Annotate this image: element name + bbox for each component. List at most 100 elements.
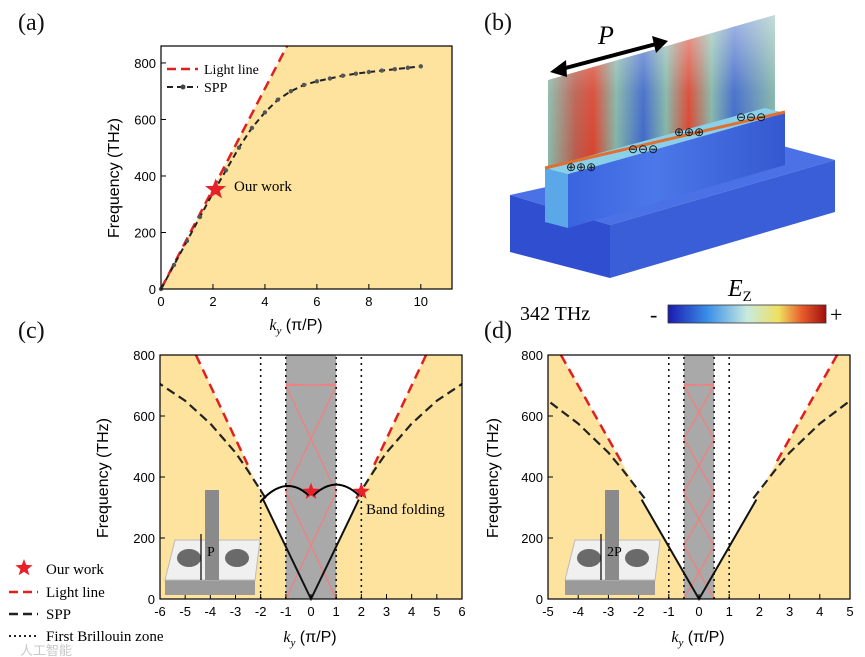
chart-d-folded-band [683,385,715,440]
chart-a-spp-point [340,73,346,78]
chart-a-light-cone [161,46,452,289]
chart-a-spp-point [184,238,190,244]
chart-c-inset-ridge [205,490,219,580]
chart-a-spp-point [301,82,307,88]
chart-d-spp-left [547,399,646,500]
chart-c-ytick-label: 400 [133,470,155,485]
panel-a-letter: (a) [18,10,45,36]
chart-a-spp-point [418,64,424,69]
chart-a-spp-point [366,69,372,75]
chart-c-xtick-label: -5 [179,604,191,619]
chart-c-xlabel: ky (π/P) [283,629,336,649]
chart-c-our-work-star [302,482,320,499]
field-sheet-fade [548,15,775,170]
chart-d-inset-pillar-right [625,549,649,567]
panel-c-letter: (c) [18,318,45,344]
chart-d-inset-pillar-left [577,549,601,567]
chart-a-spp-point [262,110,268,115]
chart-d-xtick-label: -4 [572,604,584,619]
chart-c-our-work-star [352,482,370,499]
chart-d-ylabel: Frequency (THz) [485,418,502,538]
chart-c-inset-base-front [165,580,255,595]
chart-d-xtick-label: 0 [695,604,702,619]
chart-d-inset-base-front [565,580,655,595]
period-arrowhead-right [652,36,668,53]
chart-c-xtick-label: 1 [333,604,340,619]
chart-a-xlabel: ky (π/P) [269,317,322,337]
chart-c-xtick-label: 6 [458,604,465,619]
chart-c-xtick-label: -3 [230,604,242,619]
period-arrowhead-left [550,60,567,77]
panel-b-letter: (b) [484,10,512,36]
chart-c-cone-right [311,355,462,599]
chart-a-spp-point [197,214,203,220]
chart-a-spp-point [275,97,281,102]
legend-c-star-marker [15,559,33,576]
chart-d-xtick-label: -1 [663,604,675,619]
panel-d-letter: (d) [484,318,512,344]
chart-a-spp-point [171,262,177,268]
chart-a-ytick-label: 400 [134,169,156,184]
charges-minus-2: ⊖⊖⊖ [736,110,766,124]
chart-c-ytick-label: 200 [133,531,155,546]
chart-c-ytick-label: 0 [148,592,155,607]
legend-c-bz: First Brillouin zone [46,629,164,645]
chart-a-ytick-label: 200 [134,225,156,240]
chart-c-spp-left [159,383,267,499]
colorbar-field-label: EZ [727,276,752,305]
chart-c-fold-arc-left [259,485,310,503]
ridge-front [545,168,568,228]
chart-d-ytick-label: 800 [521,348,543,363]
chart-a-ylabel: Frequency (THz) [106,118,123,238]
chart-a-ytick-label: 600 [134,112,156,127]
chart-c-ytick-label: 800 [133,348,155,363]
chart-c-ytick-label: 600 [133,409,155,424]
colorbar-minus: - [650,302,657,327]
chart-c-inset-period-label: P [207,545,215,560]
charges-plus-1: ⊕⊕⊕ [566,160,596,174]
chart-a-xtick-label: 10 [414,294,428,309]
chart-a-spp-point [288,89,294,94]
chart-d-folded-band [683,545,715,600]
chart-c-light-line-left [194,354,249,466]
chart-a-spp-point [236,145,242,150]
chart-d-ytick-label: 600 [521,409,543,424]
chart-d-folded-band [683,383,715,387]
chart-d-folded-band [683,438,715,493]
chart-d-xtick-label: -2 [633,604,645,619]
charges-minus-1: ⊖⊖⊖ [628,142,658,156]
period-arrow [557,41,661,72]
chart-a-ytick-label: 0 [149,282,156,297]
chart-d-xtick-label: 1 [726,604,733,619]
colorbar [667,304,827,324]
chart-a-spp-point [353,71,359,76]
colorbar-plus: + [830,302,842,327]
chart-d-xtick-label: 3 [786,604,793,619]
period-label: P [597,21,614,50]
chart-a-xtick-label: 8 [365,294,372,309]
chart-a-spp-point [314,79,320,84]
chart-d-cone-right [699,355,850,599]
chart-c-xtick-label: 5 [433,604,440,619]
legend-c-light-line: Light line [46,585,105,601]
chart-a-spp-point [392,66,398,72]
chart-a-annotation: Our work [234,179,292,195]
ridge-edge-glow [544,110,786,170]
chart-a-spp-line [160,65,421,290]
chart-c-xtick-label: -2 [255,604,267,619]
ridge-side [568,113,785,228]
chart-a-xtick-label: 4 [261,294,268,309]
chart-d-inset-period-label: 2P [607,545,622,560]
chart-a-ytick-label: 800 [134,56,156,71]
chart-d-folded-band [683,491,715,546]
chart-d-frame [547,354,851,600]
chart-a-xtick-label: 6 [313,294,320,309]
chart-a-frame [160,45,453,290]
chart-c-xtick-label: 4 [408,604,415,619]
chart-d-ytick-label: 0 [536,592,543,607]
chart-c-inset-pillar-right [225,549,249,567]
